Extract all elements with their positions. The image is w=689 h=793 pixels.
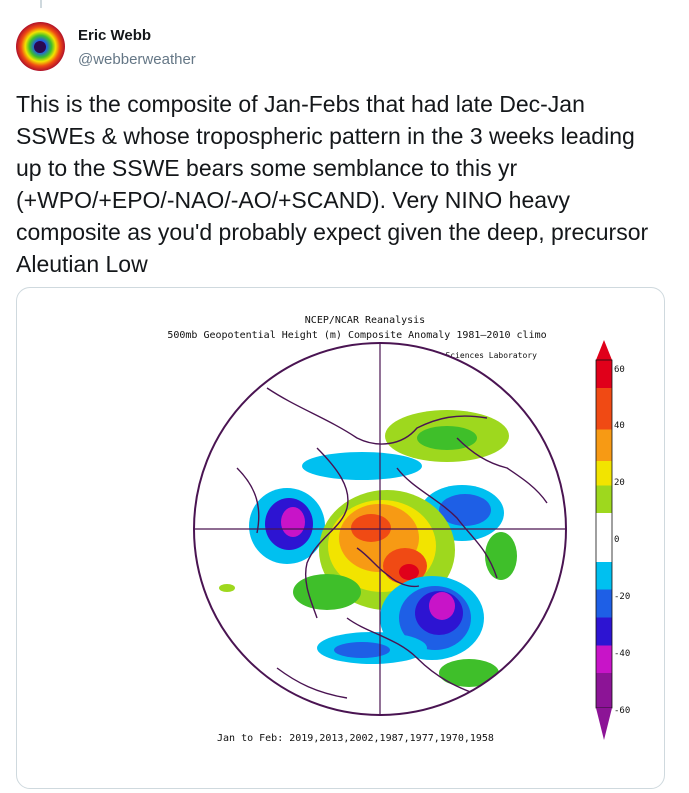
scale-label-20: 20	[614, 478, 625, 488]
map-title-line1: NCEP/NCAR Reanalysis	[305, 315, 425, 326]
avatar-image	[16, 22, 65, 71]
color-scale: 60 40 20 0 -20 -40 -60	[595, 340, 630, 740]
thread-connector	[40, 0, 42, 8]
globe-border	[193, 342, 567, 716]
map-footer: Jan to Feb: 2019,2013,2002,1987,1977,197…	[217, 733, 494, 744]
scale-label-m20: -20	[614, 592, 630, 602]
tweet-text: This is the composite of Jan-Febs that h…	[16, 91, 649, 277]
scale-label-40: 40	[614, 421, 625, 431]
author-avatar[interactable]	[16, 22, 65, 71]
author-handle[interactable]: @webberweather	[78, 51, 196, 68]
map-title-line2: 500mb Geopotential Height (m) Composite …	[167, 330, 546, 341]
coastlines	[236, 387, 548, 699]
globe-plot	[194, 343, 566, 715]
map-credit: NOAA Physical Sciences Laboratory	[378, 351, 537, 360]
scale-label-60: 60	[614, 365, 625, 375]
author-name[interactable]: Eric Webb	[78, 27, 152, 44]
scale-label-m60: -60	[614, 706, 630, 716]
tweet-media-image[interactable]: NCEP/NCAR Reanalysis 500mb Geopotential …	[16, 287, 665, 789]
anomaly-map: NCEP/NCAR Reanalysis 500mb Geopotential …	[167, 315, 630, 744]
scale-label-m40: -40	[614, 649, 630, 659]
scale-label-0: 0	[614, 535, 619, 545]
